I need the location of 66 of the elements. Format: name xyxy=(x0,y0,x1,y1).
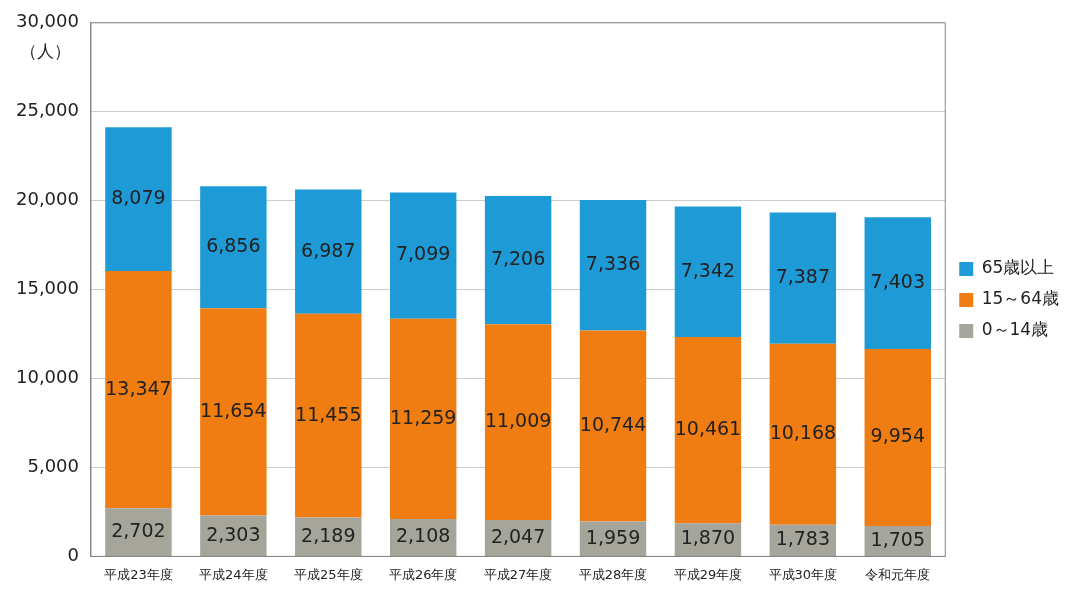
y-tick-label: 25,000 xyxy=(16,99,79,121)
bar xyxy=(769,212,837,344)
data-label: 2,303 xyxy=(206,522,261,545)
bar xyxy=(105,508,172,556)
data-label: 1,870 xyxy=(680,526,736,549)
data-label: 11,009 xyxy=(484,409,552,432)
y-axis-title: （人） xyxy=(19,41,71,62)
data-label: 7,336 xyxy=(585,252,641,275)
x-tick-label: 平成28年度 xyxy=(578,566,648,582)
data-label: 6,856 xyxy=(206,234,261,257)
data-label: 2,702 xyxy=(111,519,166,542)
data-label: 11,455 xyxy=(295,402,362,425)
x-tick-label: 平成23年度 xyxy=(104,566,173,582)
bar xyxy=(200,186,267,309)
bar xyxy=(105,127,172,271)
bar xyxy=(389,318,457,519)
data-label: 11,654 xyxy=(200,398,267,421)
y-tick-label: 0 xyxy=(67,544,79,566)
legend-label: 15～64歳 xyxy=(981,288,1059,309)
x-tick-label: 平成26年度 xyxy=(388,566,458,582)
data-label: 11,259 xyxy=(389,405,457,428)
data-label: 13,347 xyxy=(105,376,172,399)
bar xyxy=(769,343,837,525)
x-tick-label: 令和元年度 xyxy=(865,566,931,582)
x-tick-label: 平成27年度 xyxy=(483,566,553,582)
bar xyxy=(579,330,647,522)
y-tick-label: 10,000 xyxy=(16,366,79,388)
data-label: 1,705 xyxy=(870,527,925,550)
data-label: 2,189 xyxy=(301,523,356,546)
bar xyxy=(864,349,931,527)
legend-label: 0～14歳 xyxy=(981,319,1049,340)
data-label: 9,954 xyxy=(870,424,925,447)
x-tick-label: 平成24年度 xyxy=(199,566,268,582)
bar xyxy=(674,337,742,524)
data-label: 10,461 xyxy=(674,417,742,440)
data-label: 10,168 xyxy=(769,421,837,444)
bar xyxy=(200,308,267,516)
data-label: 1,959 xyxy=(585,525,641,548)
y-tick-label: 15,000 xyxy=(16,277,79,299)
data-label: 10,744 xyxy=(579,412,647,435)
bar xyxy=(295,189,362,314)
data-label: 7,342 xyxy=(680,258,736,281)
data-label: 7,403 xyxy=(870,270,925,293)
data-label: 7,206 xyxy=(490,247,546,270)
data-label: 7,387 xyxy=(775,265,831,288)
data-label: 6,987 xyxy=(301,238,356,261)
bar xyxy=(484,196,552,325)
x-tick-label: 平成30年度 xyxy=(768,566,838,582)
data-label: 7,099 xyxy=(395,242,451,265)
bar xyxy=(295,313,362,518)
data-label: 1,783 xyxy=(775,527,831,550)
data-label: 2,108 xyxy=(395,524,451,547)
data-label: 8,079 xyxy=(111,186,166,209)
y-tick-label: 5,000 xyxy=(27,455,79,477)
data-label: 2,047 xyxy=(490,524,546,547)
bar xyxy=(864,217,931,350)
bar xyxy=(484,324,552,520)
y-tick-label: 30,000 xyxy=(16,10,79,32)
bar xyxy=(674,206,742,338)
bar xyxy=(579,199,647,331)
legend-label: 65歳以上 xyxy=(981,257,1055,278)
bar xyxy=(389,192,457,319)
bar xyxy=(105,270,172,509)
x-tick-label: 平成25年度 xyxy=(294,566,363,582)
x-tick-label: 平成29年度 xyxy=(673,566,743,582)
y-tick-label: 20,000 xyxy=(16,188,79,210)
